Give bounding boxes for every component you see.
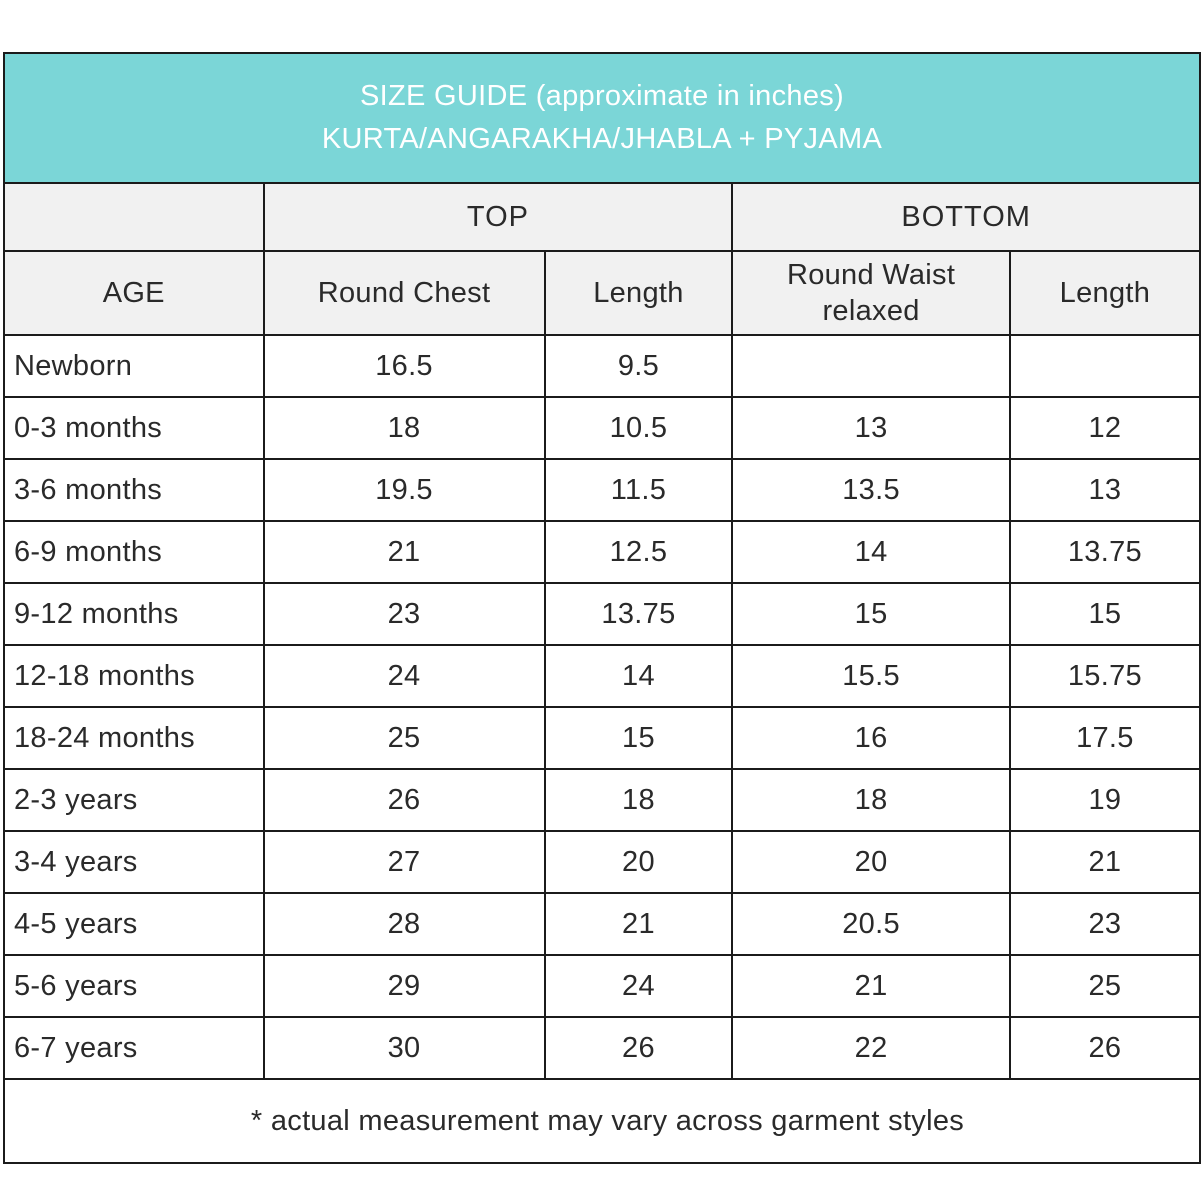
round-waist-cell: 22 <box>731 1016 1011 1080</box>
age-cell: 6-7 years <box>3 1016 265 1080</box>
round-waist-cell: 13 <box>731 396 1011 460</box>
top-length-cell: 13.75 <box>543 582 734 646</box>
group-header-top: TOP <box>262 182 734 252</box>
top-length-cell: 24 <box>543 954 734 1018</box>
table-row: 6-9 months 21 12.5 14 13.75 <box>3 520 1202 584</box>
column-header-bottom-length: Length <box>1008 250 1202 336</box>
round-waist-cell: 15 <box>731 582 1011 646</box>
bottom-length-cell: 21 <box>1008 830 1202 894</box>
age-cell: 2-3 years <box>3 768 265 832</box>
column-header-round-chest: Round Chest <box>262 250 546 336</box>
bottom-length-cell: 15 <box>1008 582 1202 646</box>
age-cell: 12-18 months <box>3 644 265 708</box>
round-chest-cell: 21 <box>262 520 546 584</box>
footnote-row: * actual measurement may vary across gar… <box>3 1078 1201 1164</box>
column-header-round-waist-relaxed: Round Waist relaxed <box>731 250 1011 336</box>
round-chest-cell: 16.5 <box>262 334 546 398</box>
round-chest-cell: 27 <box>262 830 546 894</box>
age-cell: 18-24 months <box>3 706 265 770</box>
size-guide-table: SIZE GUIDE (approximate in inches) KURTA… <box>3 52 1202 1164</box>
round-waist-cell: 13.5 <box>731 458 1011 522</box>
table-row: 3-4 years 27 20 20 21 <box>3 830 1202 894</box>
table-row: Newborn 16.5 9.5 <box>3 334 1202 398</box>
age-cell: 4-5 years <box>3 892 265 956</box>
top-length-cell: 26 <box>543 1016 734 1080</box>
round-chest-cell: 26 <box>262 768 546 832</box>
table-row: 4-5 years 28 21 20.5 23 <box>3 892 1202 956</box>
table-row: 5-6 years 29 24 21 25 <box>3 954 1202 1018</box>
bottom-length-cell: 17.5 <box>1008 706 1202 770</box>
top-length-cell: 14 <box>543 644 734 708</box>
round-chest-cell: 18 <box>262 396 546 460</box>
group-header-row: TOP BOTTOM <box>3 182 1201 252</box>
top-length-cell: 18 <box>543 768 734 832</box>
bottom-length-cell <box>1008 334 1202 398</box>
bottom-length-cell: 12 <box>1008 396 1202 460</box>
bottom-length-cell: 25 <box>1008 954 1202 1018</box>
bottom-length-cell: 13 <box>1008 458 1202 522</box>
round-chest-cell: 29 <box>262 954 546 1018</box>
round-waist-cell <box>731 334 1011 398</box>
bottom-length-cell: 26 <box>1008 1016 1202 1080</box>
table-row: 2-3 years 26 18 18 19 <box>3 768 1202 832</box>
round-waist-cell: 16 <box>731 706 1011 770</box>
bottom-length-cell: 23 <box>1008 892 1202 956</box>
age-cell: Newborn <box>3 334 265 398</box>
round-waist-cell: 14 <box>731 520 1011 584</box>
table-row: 18-24 months 25 15 16 17.5 <box>3 706 1202 770</box>
group-header-bottom: BOTTOM <box>731 182 1201 252</box>
table-row: 12-18 months 24 14 15.5 15.75 <box>3 644 1202 708</box>
age-cell: 3-6 months <box>3 458 265 522</box>
age-cell: 5-6 years <box>3 954 265 1018</box>
table-row: 3-6 months 19.5 11.5 13.5 13 <box>3 458 1202 522</box>
round-waist-cell: 18 <box>731 768 1011 832</box>
round-chest-cell: 24 <box>262 644 546 708</box>
top-length-cell: 15 <box>543 706 734 770</box>
banner-row: SIZE GUIDE (approximate in inches) KURTA… <box>3 52 1201 184</box>
bottom-length-cell: 15.75 <box>1008 644 1202 708</box>
group-header-empty-cell <box>3 182 265 252</box>
age-cell: 9-12 months <box>3 582 265 646</box>
bottom-length-cell: 13.75 <box>1008 520 1202 584</box>
top-length-cell: 11.5 <box>543 458 734 522</box>
round-waist-cell: 20.5 <box>731 892 1011 956</box>
round-waist-cell: 15.5 <box>731 644 1011 708</box>
round-chest-cell: 19.5 <box>262 458 546 522</box>
column-header-row: AGE Round Chest Length Round Waist relax… <box>3 250 1202 336</box>
round-waist-cell: 20 <box>731 830 1011 894</box>
age-cell: 3-4 years <box>3 830 265 894</box>
bottom-length-cell: 19 <box>1008 768 1202 832</box>
top-length-cell: 9.5 <box>543 334 734 398</box>
top-length-cell: 20 <box>543 830 734 894</box>
table-row: 9-12 months 23 13.75 15 15 <box>3 582 1202 646</box>
size-guide-banner: SIZE GUIDE (approximate in inches) KURTA… <box>3 52 1201 184</box>
table-row: 6-7 years 30 26 22 26 <box>3 1016 1202 1080</box>
round-chest-cell: 28 <box>262 892 546 956</box>
banner-title-line1: SIZE GUIDE (approximate in inches) <box>359 80 845 113</box>
top-length-cell: 12.5 <box>543 520 734 584</box>
age-cell: 6-9 months <box>3 520 265 584</box>
column-header-top-length: Length <box>543 250 734 336</box>
round-chest-cell: 25 <box>262 706 546 770</box>
round-chest-cell: 23 <box>262 582 546 646</box>
top-length-cell: 10.5 <box>543 396 734 460</box>
top-length-cell: 21 <box>543 892 734 956</box>
round-chest-cell: 30 <box>262 1016 546 1080</box>
round-waist-cell: 21 <box>731 954 1011 1018</box>
banner-title-line2: KURTA/ANGARAKHA/JHABLA + PYJAMA <box>321 123 883 155</box>
column-header-age: AGE <box>3 250 265 336</box>
age-cell: 0-3 months <box>3 396 265 460</box>
footnote: * actual measurement may vary across gar… <box>3 1078 1201 1164</box>
table-row: 0-3 months 18 10.5 13 12 <box>3 396 1202 460</box>
